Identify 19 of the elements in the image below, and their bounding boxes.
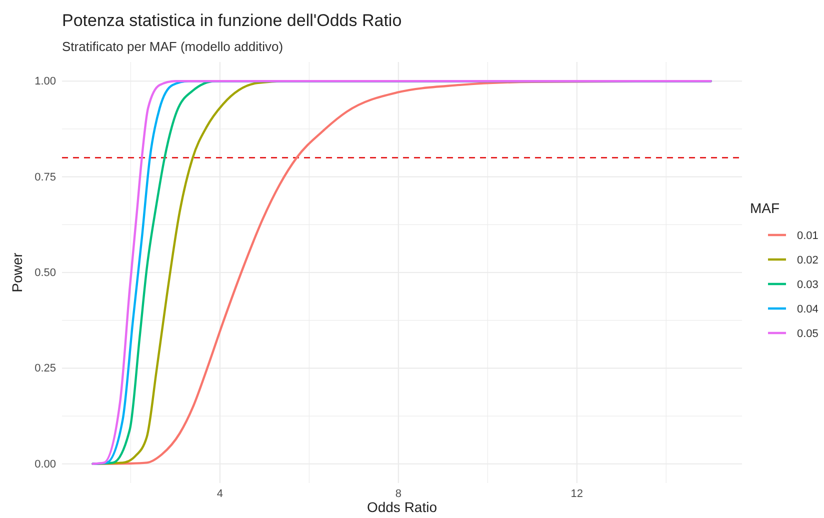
y-tick-label: 0.50 (34, 267, 56, 280)
x-tick-label: 8 (395, 488, 402, 500)
line-series (92, 80, 712, 465)
legend-label: 0.01 (797, 230, 818, 242)
x-tick-label: 4 (216, 488, 224, 500)
legend-label: 0.03 (797, 279, 818, 291)
y-tick-label: 0.75 (34, 171, 56, 184)
y-tick-label: 0.25 (34, 362, 56, 375)
y-axis-title: Power (9, 252, 25, 292)
legend-label: 0.02 (797, 254, 818, 266)
chart-subtitle: Stratificato per MAF (modello additivo) (62, 39, 284, 54)
chart-title: Potenza statistica in funzione dell'Odds Ratio (62, 11, 402, 30)
x-tick-label: 12 (570, 488, 584, 500)
x-axis-title: Odds Ratio (366, 499, 438, 515)
legend-label: 0.05 (797, 328, 818, 340)
legend-label: 0.04 (797, 304, 818, 316)
legend-title: MAF (750, 200, 780, 216)
y-tick-label: 0.00 (34, 458, 56, 470)
y-tick-label: 1.00 (34, 76, 56, 88)
